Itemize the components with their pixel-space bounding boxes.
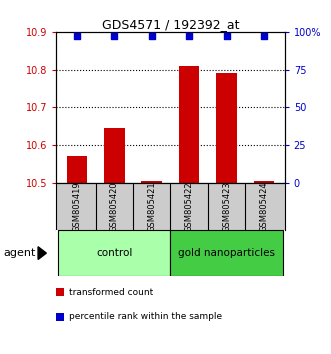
Text: GSM805422: GSM805422 xyxy=(185,181,194,232)
Bar xyxy=(141,181,162,183)
Text: GSM805424: GSM805424 xyxy=(260,181,268,232)
Text: GSM805421: GSM805421 xyxy=(147,181,156,232)
Bar xyxy=(104,128,124,183)
Bar xyxy=(179,66,200,183)
Point xyxy=(74,34,79,39)
Bar xyxy=(58,230,170,276)
Title: GDS4571 / 192392_at: GDS4571 / 192392_at xyxy=(102,18,239,31)
Text: agent: agent xyxy=(3,248,36,258)
Bar xyxy=(254,181,274,183)
Text: transformed count: transformed count xyxy=(69,287,153,297)
Text: percentile rank within the sample: percentile rank within the sample xyxy=(69,312,222,321)
Bar xyxy=(67,156,87,183)
Text: control: control xyxy=(96,248,132,258)
Point xyxy=(149,34,154,39)
Text: GSM805420: GSM805420 xyxy=(110,181,119,232)
Bar xyxy=(170,230,283,276)
Text: gold nanoparticles: gold nanoparticles xyxy=(178,248,275,258)
Point xyxy=(112,34,117,39)
Text: GSM805419: GSM805419 xyxy=(72,181,81,232)
Point xyxy=(187,34,192,39)
Text: GSM805423: GSM805423 xyxy=(222,181,231,232)
Point xyxy=(224,34,229,39)
Polygon shape xyxy=(38,247,46,259)
Point xyxy=(261,34,267,39)
Bar xyxy=(216,73,237,183)
